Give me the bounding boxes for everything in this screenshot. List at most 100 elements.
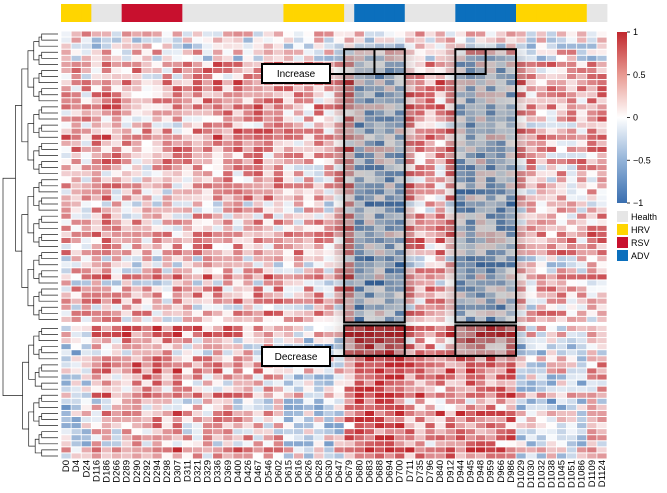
heatmap-cell xyxy=(91,386,102,392)
heatmap-cell xyxy=(546,423,557,429)
heatmap-cell xyxy=(384,386,395,392)
heatmap-cell xyxy=(91,304,102,310)
heatmap-cell xyxy=(61,43,71,49)
column-label: D186 xyxy=(102,460,113,483)
heatmap-cell xyxy=(263,244,273,250)
heatmap-cell xyxy=(71,116,81,122)
heatmap-cell xyxy=(395,392,405,398)
heatmap-cell xyxy=(516,80,526,86)
heatmap-cell xyxy=(132,356,142,362)
heatmap-cell xyxy=(61,262,71,268)
heatmap-cell xyxy=(577,55,587,61)
heatmap-cell xyxy=(395,362,405,368)
heatmap-cell xyxy=(91,74,102,80)
heatmap-cell xyxy=(233,441,243,447)
heatmap-cell xyxy=(71,225,81,231)
dendrogram-branch xyxy=(34,372,42,387)
heatmap-cell xyxy=(162,362,172,368)
heatmap-cell xyxy=(334,134,344,140)
dendrogram-branch xyxy=(41,197,58,205)
heatmap-cell xyxy=(61,344,71,350)
heatmap-cell xyxy=(283,31,294,37)
heatmap-cell xyxy=(192,435,203,441)
heatmap-cell xyxy=(334,152,344,158)
heatmap-cell xyxy=(395,37,405,43)
column-group-bar xyxy=(61,4,608,22)
heatmap-cell xyxy=(91,417,102,423)
heatmap-cell xyxy=(536,80,546,86)
heatmap-cell xyxy=(253,386,263,392)
heatmap-cell xyxy=(395,356,405,362)
heatmap-cell xyxy=(293,298,304,304)
heatmap-cell xyxy=(122,316,132,322)
heatmap-cell xyxy=(182,380,193,386)
heatmap-cell xyxy=(546,404,557,410)
heatmap-cell xyxy=(405,356,415,362)
heatmap-cell xyxy=(566,356,577,362)
heatmap-cell xyxy=(435,374,445,380)
heatmap-cell xyxy=(445,362,455,368)
heatmap-cell xyxy=(81,177,91,183)
heatmap-cell xyxy=(587,380,597,386)
heatmap-cell xyxy=(566,67,577,73)
heatmap-cell xyxy=(587,92,597,98)
heatmap-cell xyxy=(425,429,435,435)
heatmap-cell xyxy=(283,98,294,104)
heatmap-cell xyxy=(111,171,122,177)
heatmap-cell xyxy=(223,417,233,423)
heatmap-cell xyxy=(496,356,506,362)
dendrogram-branch xyxy=(22,361,29,430)
heatmap-cell xyxy=(415,225,425,231)
heatmap-cell xyxy=(566,244,577,250)
heatmap-cell xyxy=(142,423,152,429)
heatmap-cell xyxy=(162,332,172,338)
heatmap-cell xyxy=(566,268,577,274)
heatmap-cell xyxy=(91,362,102,368)
heatmap-cell xyxy=(415,435,425,441)
heatmap-cell xyxy=(192,177,203,183)
heatmap-cell xyxy=(273,262,284,268)
heatmap-cell xyxy=(546,207,557,213)
heatmap-cell xyxy=(253,213,263,219)
heatmap-cell xyxy=(577,441,587,447)
heatmap-cell xyxy=(546,298,557,304)
heatmap-cell xyxy=(445,374,455,380)
heatmap-cell xyxy=(162,310,172,316)
heatmap-cell xyxy=(101,447,112,453)
heatmap-cell xyxy=(486,441,496,447)
heatmap-cell xyxy=(566,110,577,116)
heatmap-cell xyxy=(556,55,567,61)
heatmap-cell xyxy=(182,231,193,237)
heatmap-cell xyxy=(91,344,102,350)
heatmap-cell xyxy=(61,225,71,231)
heatmap-cell xyxy=(465,374,476,380)
heatmap-cell xyxy=(405,177,415,183)
heatmap-cell xyxy=(556,292,567,298)
heatmap-cell xyxy=(324,262,334,268)
heatmap-cell xyxy=(546,86,557,92)
heatmap-cell xyxy=(597,213,607,219)
heatmap-cell xyxy=(304,98,314,104)
heatmap-cell xyxy=(101,435,112,441)
heatmap-cell xyxy=(364,410,375,416)
heatmap-cell xyxy=(435,262,445,268)
heatmap-cell xyxy=(445,207,455,213)
heatmap-cell xyxy=(516,31,526,37)
heatmap-cell xyxy=(283,374,294,380)
heatmap-cell xyxy=(475,374,486,380)
heatmap-cell xyxy=(132,55,142,61)
heatmap-cell xyxy=(415,80,425,86)
heatmap-cell xyxy=(587,298,597,304)
heatmap-cell xyxy=(587,31,597,37)
heatmap-cell xyxy=(566,55,577,61)
heatmap-cell xyxy=(162,219,172,225)
heatmap-cell xyxy=(324,280,334,286)
heatmap-cell xyxy=(384,429,395,435)
column-label: D840 xyxy=(435,460,446,483)
colorbar-ticks: 10.50−0.5−1 xyxy=(627,27,651,208)
heatmap-cell xyxy=(132,417,142,423)
heatmap-cell xyxy=(354,356,364,362)
heatmap-cell xyxy=(101,225,112,231)
heatmap-cell xyxy=(152,207,162,213)
heatmap-cell xyxy=(253,152,263,158)
